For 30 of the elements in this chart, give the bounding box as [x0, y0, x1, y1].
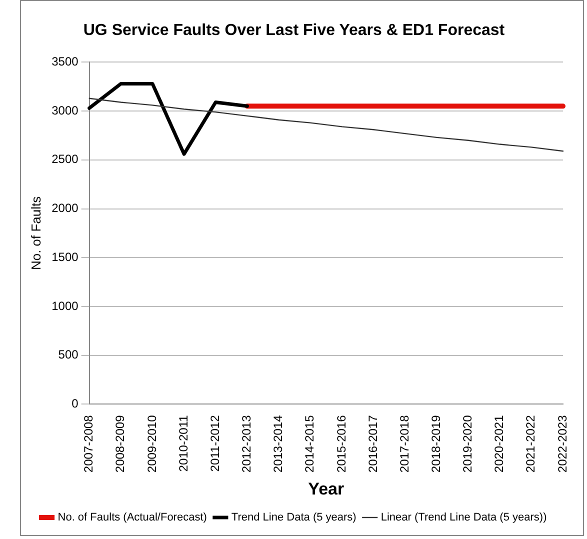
- legend-label: Linear (Trend Line Data (5 years)): [380, 512, 547, 524]
- y-tick-label: 500: [58, 348, 79, 362]
- x-tick-label: 2018-2019: [428, 414, 443, 473]
- y-tick-label: 1500: [52, 250, 79, 264]
- x-tick-label: 2010-2011: [176, 414, 190, 472]
- x-tick-label: 2015-2016: [334, 414, 348, 473]
- y-tick-label: 0: [72, 396, 79, 411]
- legend-label: Trend Line Data (5 years): [231, 512, 356, 524]
- y-tick-label: 2000: [52, 201, 79, 216]
- x-tick-label: 2016-2017: [366, 414, 380, 473]
- y-tick-label: 3000: [52, 103, 79, 118]
- x-tick-label: 2011-2012: [208, 414, 222, 472]
- x-axis-title: Year: [308, 479, 344, 498]
- y-axis-title: No. of Faults: [28, 196, 44, 270]
- x-tick-label: 2009-2010: [144, 414, 159, 473]
- x-tick-label: 2021-2022: [524, 414, 538, 473]
- x-tick-label: 2017-2018: [397, 414, 412, 473]
- x-tick-label: 2022-2023: [555, 414, 570, 473]
- y-tick-label: 2500: [52, 152, 79, 166]
- legend-label: No. of Faults (Actual/Forecast): [58, 512, 207, 524]
- x-tick-label: 2013-2014: [271, 414, 286, 473]
- chart-title: UG Service Faults Over Last Five Years & ED1 Forecast: [83, 22, 506, 40]
- x-tick-label: 2008-2009: [113, 414, 128, 473]
- x-tick-label: 2020-2021: [492, 414, 506, 473]
- y-tick-label: 3500: [52, 54, 79, 69]
- x-tick-label: 2014-2015: [302, 414, 317, 473]
- x-tick-label: 2019-2020: [460, 414, 475, 473]
- y-tick-label: 1000: [52, 298, 79, 313]
- x-tick-label: 2012-2013: [240, 414, 254, 473]
- x-tick-label: 2007-2008: [82, 414, 96, 473]
